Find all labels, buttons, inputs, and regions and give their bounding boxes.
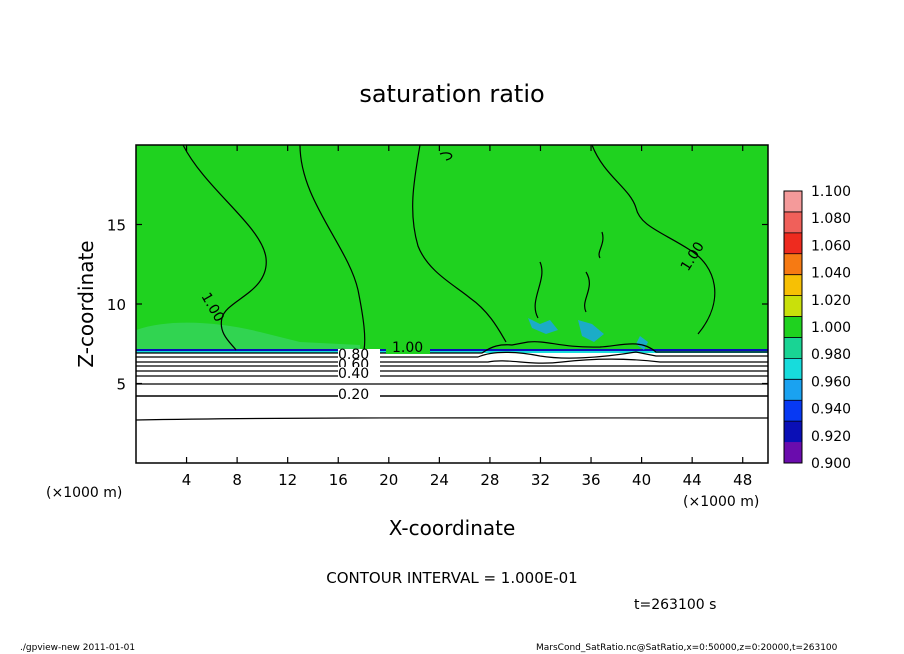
contour-0-80 xyxy=(136,351,768,359)
colorbar-swatch xyxy=(784,400,802,422)
plot-area: 1.00 0.80 0.60 0.40 0.20 1.00 1.00 4 8 12 1… xyxy=(107,144,769,489)
colorbar-label: 1.060 xyxy=(811,238,851,254)
contour-1-00-d xyxy=(591,144,716,335)
x-tick-label: 36 xyxy=(581,471,600,489)
y-tick-label: 15 xyxy=(107,217,126,235)
colorbar-label: 0.960 xyxy=(811,374,851,390)
contour-label: 1.00 xyxy=(392,340,423,356)
footer-right: MarsCond_SatRatio.nc@SatRatio,x=0:50000,… xyxy=(536,643,838,653)
contour-1-00-f xyxy=(439,152,453,161)
contour-1-00 xyxy=(182,144,267,351)
contour-interval: CONTOUR INTERVAL = 1.000E-01 xyxy=(326,569,577,587)
colorbar-swatch xyxy=(784,232,802,255)
contour-0-10 xyxy=(135,417,769,421)
colorbar-frame xyxy=(783,190,803,464)
footer-left: ./gpview-new 2011-01-01 xyxy=(20,643,136,653)
y-axis-label: Z-coordinate xyxy=(74,240,98,367)
colorbar-label: 0.920 xyxy=(811,429,851,445)
x-tick-label: 20 xyxy=(379,471,398,489)
y-axis: 5 10 15 xyxy=(107,217,768,394)
contour-0-95 xyxy=(136,341,768,354)
colorbar-swatch xyxy=(784,337,802,359)
colorbar-swatch xyxy=(784,274,802,297)
contour-1-00-c xyxy=(412,144,507,343)
field-upper xyxy=(136,145,768,351)
y-unit-label: (×1000 m) xyxy=(46,485,122,501)
contour-lines xyxy=(135,144,769,421)
colorbar-swatch xyxy=(784,211,802,234)
saturation-boundary-dark xyxy=(136,349,768,351)
contour-label-bg-0 xyxy=(386,341,430,354)
x-tick-label: 44 xyxy=(683,471,702,489)
colorbar-label: 1.000 xyxy=(811,320,851,336)
x-unit-label: (×1000 m) xyxy=(683,494,759,510)
contour-label: 0.20 xyxy=(338,387,369,403)
chart-title: saturation ratio xyxy=(359,80,544,108)
colorbar-label: 1.040 xyxy=(811,266,851,282)
colorbar-swatch xyxy=(784,421,802,443)
moist-patch xyxy=(136,322,360,351)
colorbar-swatch xyxy=(784,316,802,338)
dry-cells xyxy=(528,318,648,350)
x-tick-label: 12 xyxy=(278,471,297,489)
colorbar-swatch xyxy=(784,358,802,380)
x-tick-label: 28 xyxy=(480,471,499,489)
x-tick-label: 40 xyxy=(632,471,651,489)
colorbar-label: 1.100 xyxy=(811,184,851,200)
colorbar-label: 0.900 xyxy=(811,456,851,472)
y-tick-label: 5 xyxy=(116,376,126,394)
colorbar-label: 1.080 xyxy=(811,211,851,227)
field-lower xyxy=(136,351,768,463)
x-tick-label: 8 xyxy=(232,471,242,489)
x-tick-label: 16 xyxy=(329,471,348,489)
colorbar-swatch xyxy=(784,191,802,213)
y-tick-label: 10 xyxy=(107,296,126,314)
x-tick-label: 32 xyxy=(531,471,550,489)
colorbar-swatch xyxy=(784,253,802,276)
colorbar-swatch xyxy=(784,295,802,317)
contour-1-00-e xyxy=(534,231,604,319)
x-axis: 4 8 12 16 20 24 28 32 36 40 44 48 xyxy=(182,145,752,489)
colorbar-label: 0.940 xyxy=(811,402,851,418)
saturation-boundary-light xyxy=(136,351,768,353)
colorbar: 1.100 1.080 1.060 1.040 1.020 1.000 0.980 0.960… xyxy=(783,184,851,472)
contour-label-bg-3 xyxy=(338,367,380,379)
contour-label: 0.40 xyxy=(338,366,369,382)
contour-1-00-b xyxy=(299,144,366,351)
contour-0-70 xyxy=(136,358,768,364)
time-label: t=263100 s xyxy=(634,597,716,613)
contour-label-bg-1 xyxy=(338,349,380,361)
contour-label-bg-4 xyxy=(338,387,380,399)
x-tick-label: 48 xyxy=(733,471,752,489)
colorbar-label: 0.980 xyxy=(811,347,851,363)
x-tick-label: 24 xyxy=(430,471,449,489)
colorbar-swatch xyxy=(784,442,802,464)
colorbar-swatch xyxy=(784,379,802,401)
x-tick-label: 4 xyxy=(182,471,192,489)
x-axis-label: X-coordinate xyxy=(389,516,516,540)
colorbar-label: 1.020 xyxy=(811,293,851,309)
